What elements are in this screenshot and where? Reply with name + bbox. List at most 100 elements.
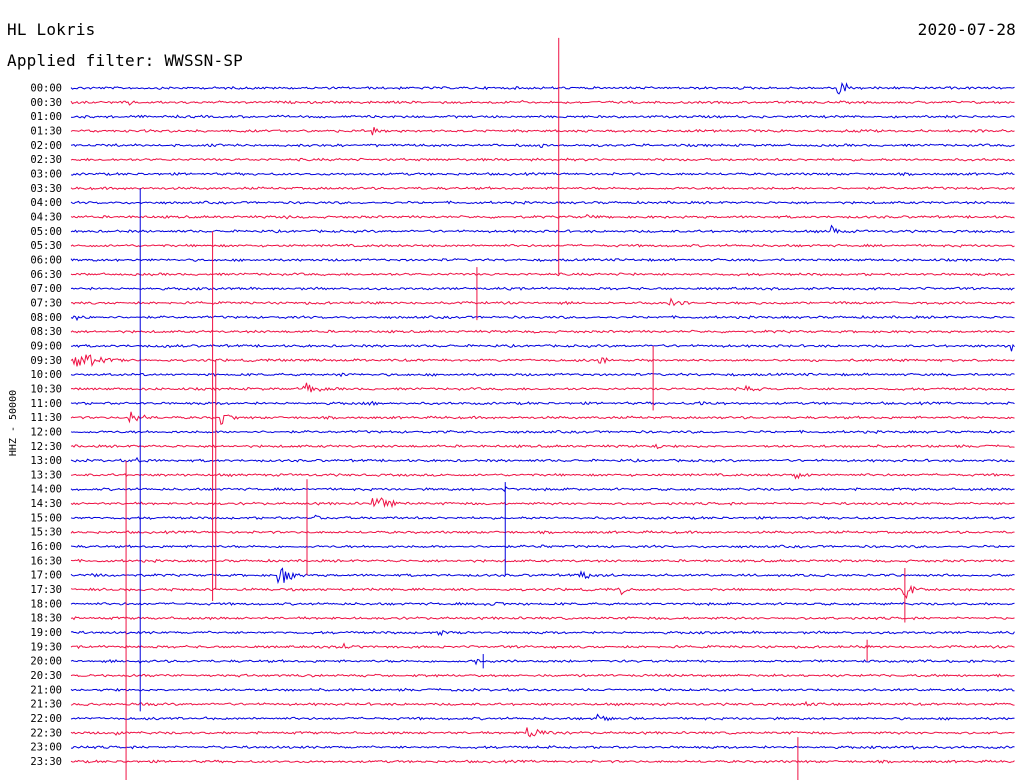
y-axis-label: HHZ - 50000 bbox=[8, 390, 19, 456]
time-tick-label: 14:00 bbox=[30, 484, 62, 496]
time-tick-label: 08:30 bbox=[30, 326, 62, 338]
trace-line bbox=[70, 514, 1015, 520]
time-tick-label: 01:30 bbox=[30, 125, 62, 137]
trace-line bbox=[70, 99, 1015, 106]
trace-line bbox=[70, 354, 1015, 368]
trace-line bbox=[70, 700, 1015, 707]
time-tick-label: 09:00 bbox=[30, 340, 62, 352]
time-tick-label: 00:00 bbox=[30, 83, 62, 95]
time-tick-label: 02:30 bbox=[30, 154, 62, 166]
time-tick-label: 13:30 bbox=[30, 469, 62, 481]
time-tick-label: 09:30 bbox=[30, 355, 62, 367]
time-tick-label: 22:30 bbox=[30, 727, 62, 739]
trace-line bbox=[70, 411, 1015, 426]
trace-line bbox=[70, 286, 1015, 291]
time-tick-label: 04:30 bbox=[30, 211, 62, 223]
time-tick-label: 05:30 bbox=[30, 240, 62, 252]
time-tick-label: 16:30 bbox=[30, 555, 62, 567]
time-tick-label: 12:30 bbox=[30, 441, 62, 453]
time-tick-label: 03:30 bbox=[30, 183, 62, 195]
trace-line bbox=[70, 329, 1015, 334]
time-tick-label: 11:00 bbox=[30, 398, 62, 410]
time-tick-label: 23:30 bbox=[30, 756, 62, 768]
time-tick-label: 01:00 bbox=[30, 111, 62, 123]
time-tick-label: 04:00 bbox=[30, 197, 62, 209]
trace-line bbox=[70, 186, 1015, 191]
time-tick-label: 02:00 bbox=[30, 140, 62, 152]
time-tick-label: 17:00 bbox=[30, 570, 62, 582]
time-tick-label: 15:00 bbox=[30, 512, 62, 524]
trace-line bbox=[70, 297, 1015, 307]
trace-line bbox=[70, 497, 1015, 509]
time-tick-label: 06:00 bbox=[30, 254, 62, 266]
trace-line bbox=[70, 157, 1015, 162]
time-tick-label: 08:00 bbox=[30, 312, 62, 324]
trace-line bbox=[70, 616, 1015, 621]
time-tick-label: 19:30 bbox=[30, 641, 62, 653]
time-tick-label: 07:30 bbox=[30, 297, 62, 309]
trace-line bbox=[70, 584, 1015, 600]
trace-line bbox=[70, 82, 1015, 95]
time-tick-label: 18:00 bbox=[30, 598, 62, 610]
time-tick-label: 23:00 bbox=[30, 742, 62, 754]
trace-line bbox=[70, 642, 1015, 650]
trace-line bbox=[70, 171, 1015, 177]
trace-line bbox=[70, 544, 1015, 549]
trace-line bbox=[70, 114, 1015, 119]
time-tick-label: 20:00 bbox=[30, 656, 62, 668]
trace-line bbox=[70, 759, 1015, 764]
trace-line bbox=[70, 567, 1015, 585]
filter-label: Applied filter: WWSSN-SP bbox=[7, 51, 243, 70]
trace-line bbox=[70, 558, 1015, 563]
time-tick-label: 20:30 bbox=[30, 670, 62, 682]
trace-line bbox=[70, 629, 1015, 637]
trace-line bbox=[70, 243, 1015, 248]
trace-line bbox=[70, 713, 1015, 722]
trace-line bbox=[70, 343, 1015, 352]
trace-line bbox=[70, 456, 1015, 463]
time-tick-label: 10:00 bbox=[30, 369, 62, 381]
time-tick-label: 12:00 bbox=[30, 426, 62, 438]
trace-line bbox=[70, 257, 1015, 263]
trace-line bbox=[70, 224, 1015, 235]
time-tick-label: 19:00 bbox=[30, 627, 62, 639]
trace-line bbox=[70, 472, 1015, 480]
station-title: HL Lokris bbox=[7, 20, 96, 39]
trace-line bbox=[70, 200, 1015, 205]
trace-line bbox=[70, 673, 1015, 678]
trace-line bbox=[70, 315, 1015, 322]
trace-line bbox=[70, 382, 1015, 393]
time-tick-label: 18:30 bbox=[30, 613, 62, 625]
time-tick-label: 17:30 bbox=[30, 584, 62, 596]
trace-line bbox=[70, 486, 1015, 493]
time-tick-label: 00:30 bbox=[30, 97, 62, 109]
spike-group bbox=[125, 37, 906, 780]
trace-line bbox=[70, 372, 1015, 378]
trace-line bbox=[70, 429, 1015, 434]
time-tick-label: 21:00 bbox=[30, 684, 62, 696]
time-tick-label: 06:30 bbox=[30, 269, 62, 281]
trace-group bbox=[70, 82, 1015, 764]
trace-line bbox=[70, 400, 1015, 406]
time-tick-label: 07:00 bbox=[30, 283, 62, 295]
time-tick-label: 16:00 bbox=[30, 541, 62, 553]
trace-line bbox=[70, 530, 1015, 535]
time-tick-label: 11:30 bbox=[30, 412, 62, 424]
trace-line bbox=[70, 143, 1015, 149]
trace-line bbox=[70, 745, 1015, 750]
time-tick-label: 10:30 bbox=[30, 383, 62, 395]
time-tick-label: 05:00 bbox=[30, 226, 62, 238]
time-tick-label: 22:00 bbox=[30, 713, 62, 725]
time-tick-label: 21:30 bbox=[30, 699, 62, 711]
time-tick-label: 15:30 bbox=[30, 527, 62, 539]
trace-line bbox=[70, 214, 1015, 220]
trace-line bbox=[70, 687, 1015, 692]
trace-line bbox=[70, 443, 1015, 450]
time-tick-label: 03:00 bbox=[30, 168, 62, 180]
time-label-group: 00:00 00:30 01:00 01:30 02:00 02:30 03:00 03:30… bbox=[30, 83, 62, 769]
trace-line bbox=[70, 727, 1015, 738]
trace-line bbox=[70, 272, 1015, 277]
date-label: 2020-07-28 bbox=[917, 20, 1016, 39]
trace-line bbox=[70, 658, 1015, 666]
